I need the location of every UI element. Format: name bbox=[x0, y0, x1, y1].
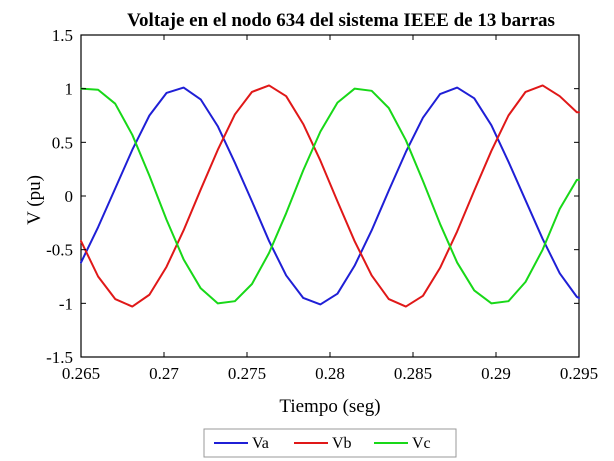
series-line-vc bbox=[80, 87, 580, 305]
plot-area: 0.265 0.27 0.275 0.28 0.285 0.29 0.295 1.5 1 0.5 0… bbox=[46, 26, 598, 383]
x-tick-label: 0.265 bbox=[62, 364, 100, 383]
y-axis-label: V (pu) bbox=[24, 175, 45, 225]
x-tick-label: 0.275 bbox=[228, 364, 266, 383]
legend-items: Va Vb Vc bbox=[214, 435, 431, 452]
series-line-vb bbox=[80, 84, 580, 308]
series-layer bbox=[80, 84, 580, 308]
x-tick-label: 0.28 bbox=[315, 364, 345, 383]
legend-label-vc: Vc bbox=[412, 435, 431, 452]
y-tick-label: 0 bbox=[65, 187, 74, 206]
series-line-va bbox=[80, 86, 580, 306]
y-tick-label: 0.5 bbox=[52, 133, 73, 152]
y-tick-label: -1 bbox=[59, 294, 73, 313]
y-tick-label: -0.5 bbox=[46, 241, 73, 260]
x-tick-label: 0.29 bbox=[481, 364, 511, 383]
legend-label-va: Va bbox=[252, 435, 269, 452]
ticks-layer: 0.265 0.27 0.275 0.28 0.285 0.29 0.295 1.5 1 0.5 0… bbox=[46, 26, 598, 383]
x-tick-label: 0.295 bbox=[560, 364, 598, 383]
legend: Va Vb Vc bbox=[203, 428, 457, 458]
x-axis-label: Tiempo (seg) bbox=[279, 396, 380, 417]
plot-frame bbox=[80, 34, 580, 358]
y-tick-label: -1.5 bbox=[46, 348, 73, 367]
x-tick-label: 0.27 bbox=[149, 364, 179, 383]
y-tick-label: 1.5 bbox=[52, 26, 73, 45]
chart-title: Voltaje en el nodo 634 del sistema IEEE … bbox=[127, 10, 555, 31]
x-tick-label: 0.285 bbox=[394, 364, 432, 383]
legend-label-vb: Vb bbox=[332, 435, 352, 452]
y-tick-label: 1 bbox=[65, 80, 74, 99]
